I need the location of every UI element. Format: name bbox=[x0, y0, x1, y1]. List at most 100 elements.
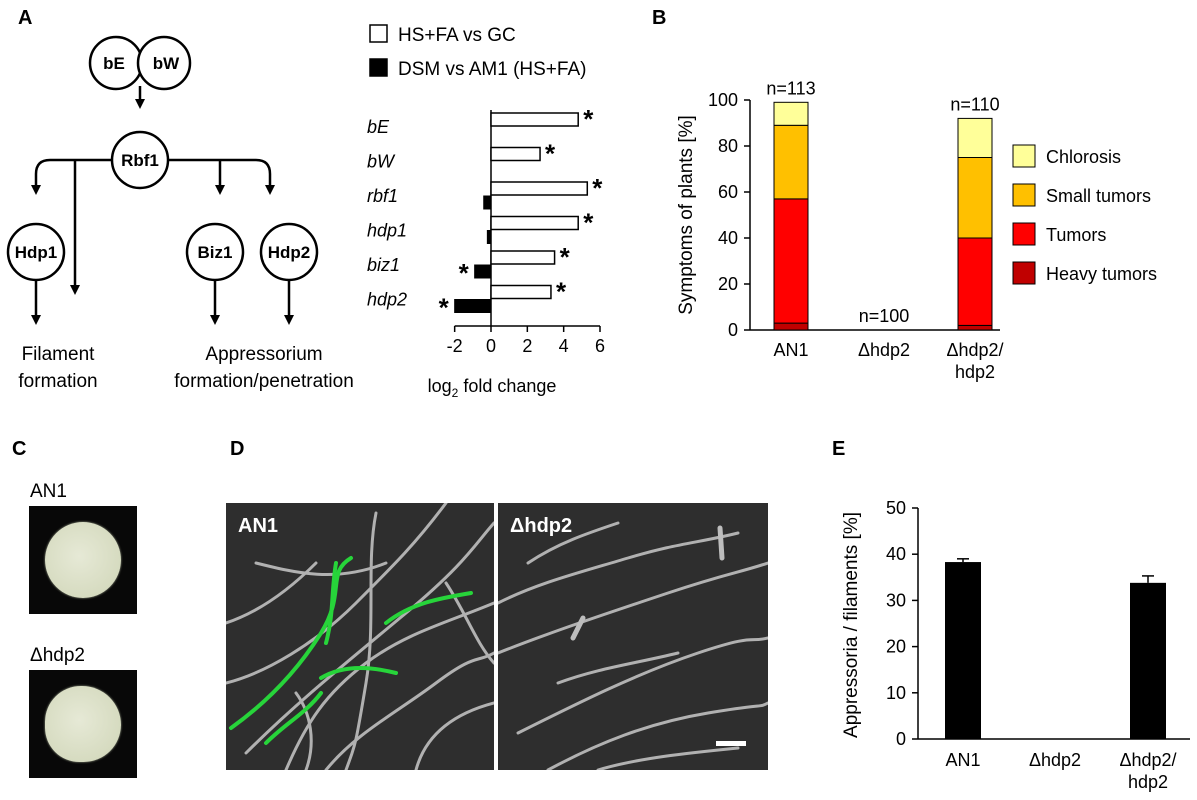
hyphae-an1 bbox=[226, 503, 494, 770]
panel-label-e: E bbox=[832, 438, 845, 460]
fold-significance-star-hsfa: * bbox=[556, 277, 567, 307]
node-bE-label: bE bbox=[103, 54, 125, 73]
symptoms-y-tick-label: 100 bbox=[708, 90, 738, 110]
regulatory-diagram bbox=[6, 35, 319, 325]
node-bW bbox=[136, 35, 192, 91]
symptoms-category-label: Δhdp2 bbox=[858, 340, 910, 360]
fold-x-tick-label: 4 bbox=[559, 336, 569, 356]
appressoria-category-label: Δhdp2 bbox=[1029, 750, 1081, 770]
fold-bar-hsfa bbox=[490, 112, 579, 127]
symptoms-bar-segment bbox=[957, 324, 993, 331]
fold-category-label: rbf1 bbox=[367, 186, 398, 206]
symptoms-category-label: hdp2 bbox=[955, 362, 995, 382]
fold-significance-star-hsfa: * bbox=[560, 242, 571, 272]
sample-size-annotation: n=100 bbox=[859, 306, 910, 326]
appressoria-y-tick-label: 30 bbox=[886, 590, 906, 610]
fold-category-label: bE bbox=[367, 117, 390, 137]
panel-label-c: C bbox=[12, 438, 26, 460]
fold-xaxis-label: log2 fold change bbox=[428, 376, 557, 400]
appressoria-y-tick-label: 0 bbox=[896, 729, 906, 749]
appressoria-y-tick-label: 10 bbox=[886, 683, 906, 703]
panel-label-d: D bbox=[230, 438, 244, 460]
micrograph-an1: AN1 bbox=[226, 503, 494, 770]
fold-change-chart: -2 0 2 4 6 bE * bW * rbf1 * hdp1 * biz1 * * hdp2 * * bbox=[367, 104, 605, 356]
colony-label-an1: AN1 bbox=[30, 481, 67, 502]
appressoria-y-tick-label: 40 bbox=[886, 544, 906, 564]
node-biz1-label: Biz1 bbox=[198, 243, 233, 262]
fold-significance-star-hsfa: * bbox=[583, 104, 594, 134]
micrograph-label-an1: AN1 bbox=[238, 515, 279, 537]
fold-category-label: hdp1 bbox=[367, 221, 407, 241]
fold-bar-hsfa bbox=[490, 181, 589, 196]
symptoms-bar-segment bbox=[773, 322, 809, 331]
symptoms-legend-swatch bbox=[1012, 183, 1036, 207]
fold-x-tick-label: 0 bbox=[486, 336, 496, 356]
fold-bar-dsm bbox=[483, 195, 492, 210]
symptoms-legend-label: Tumors bbox=[1046, 225, 1106, 245]
symptoms-chart: 0 20 40 60 80 100 Symptoms of plants [%] n=113 A… bbox=[676, 78, 1157, 382]
appressoria-y-tick-label: 50 bbox=[886, 498, 906, 518]
legend-label-dsm: DSM vs AM1 (HS+FA) bbox=[398, 59, 586, 80]
fold-bar-dsm bbox=[474, 264, 492, 279]
symptoms-y-tick-label: 20 bbox=[718, 274, 738, 294]
fold-significance-star-dsm: * bbox=[459, 258, 470, 288]
appressoria-chart: 0 10 20 30 40 50 Appressoria / filaments [%] AN… bbox=[841, 498, 1190, 792]
colony-disc bbox=[45, 686, 121, 762]
symptoms-category-label: Δhdp2/ bbox=[946, 340, 1003, 360]
appressoria-category-label: Δhdp2/ bbox=[1119, 750, 1176, 770]
fold-legend: HS+FA vs GC DSM vs AM1 (HS+FA) bbox=[369, 24, 586, 80]
panel-label-b: B bbox=[652, 7, 666, 29]
colony-image-dhdp2 bbox=[29, 670, 137, 778]
fold-category-label: bW bbox=[367, 152, 396, 172]
symptoms-y-tick-label: 60 bbox=[718, 182, 738, 202]
fold-bar-hsfa bbox=[490, 284, 552, 300]
fold-x-tick-label: 2 bbox=[522, 336, 532, 356]
fold-bar-dsm bbox=[486, 230, 492, 244]
fold-category-label: biz1 bbox=[367, 255, 400, 275]
symptoms-bar-segment bbox=[957, 117, 993, 158]
fold-x-tick-label: 6 bbox=[595, 336, 605, 356]
micrograph-label-dhdp2: Δhdp2 bbox=[510, 515, 573, 537]
symptoms-legend-swatch bbox=[1012, 261, 1036, 285]
symptoms-y-tick-label: 0 bbox=[728, 320, 738, 340]
symptoms-legend-swatch bbox=[1012, 222, 1036, 246]
outcome-filament-line2: formation bbox=[18, 371, 97, 392]
node-bW-label: bW bbox=[153, 54, 180, 73]
outcome-filament-line1: Filament bbox=[22, 344, 96, 365]
node-hdp2-label: Hdp2 bbox=[268, 243, 311, 262]
appressoria-bar bbox=[1130, 582, 1166, 739]
appressoria-y-axis-label: Appressoria / filaments [%] bbox=[841, 512, 862, 738]
outcome-appressorium-line1: Appressorium bbox=[205, 344, 322, 365]
fold-significance-star-dsm: * bbox=[439, 293, 450, 323]
symptoms-legend-label: Heavy tumors bbox=[1046, 264, 1157, 284]
symptoms-bar-segment bbox=[957, 237, 993, 326]
appressoria-y-tick-label: 20 bbox=[886, 637, 906, 657]
colony-image-an1 bbox=[29, 506, 137, 614]
symptoms-y-tick-label: 80 bbox=[718, 136, 738, 156]
node-hdp1-label: Hdp1 bbox=[15, 243, 58, 262]
scale-bar bbox=[716, 741, 746, 746]
symptoms-legend-swatch bbox=[1012, 144, 1036, 168]
legend-swatch-hsfa bbox=[369, 24, 388, 43]
fold-significance-star-hsfa: * bbox=[545, 139, 556, 169]
symptoms-legend-label: Chlorosis bbox=[1046, 147, 1121, 167]
micrograph-dhdp2: Δhdp2 bbox=[498, 503, 768, 770]
hyphae-dhdp2 bbox=[498, 521, 768, 770]
fold-x-tick-label: -2 bbox=[447, 336, 463, 356]
symptoms-bar-segment bbox=[773, 124, 809, 200]
node-rbf1-label: Rbf1 bbox=[121, 151, 159, 170]
fold-significance-star-hsfa: * bbox=[592, 173, 603, 203]
panel-label-a: A bbox=[18, 7, 32, 29]
appressoria-category-label: hdp2 bbox=[1128, 772, 1168, 792]
legend-label-hsfa: HS+FA vs GC bbox=[398, 25, 516, 46]
symptoms-bar-segment bbox=[773, 198, 809, 324]
symptoms-y-axis-label: Symptoms of plants [%] bbox=[676, 115, 697, 315]
colony-disc bbox=[45, 522, 121, 598]
fold-significance-star-hsfa: * bbox=[583, 208, 594, 238]
sample-size-annotation: n=110 bbox=[950, 94, 999, 114]
sample-size-annotation: n=113 bbox=[766, 78, 815, 98]
appressoria-category-label: AN1 bbox=[945, 750, 980, 770]
fold-bar-dsm bbox=[454, 299, 492, 313]
legend-swatch-dsm bbox=[369, 58, 388, 77]
fold-bar-hsfa bbox=[490, 250, 556, 265]
